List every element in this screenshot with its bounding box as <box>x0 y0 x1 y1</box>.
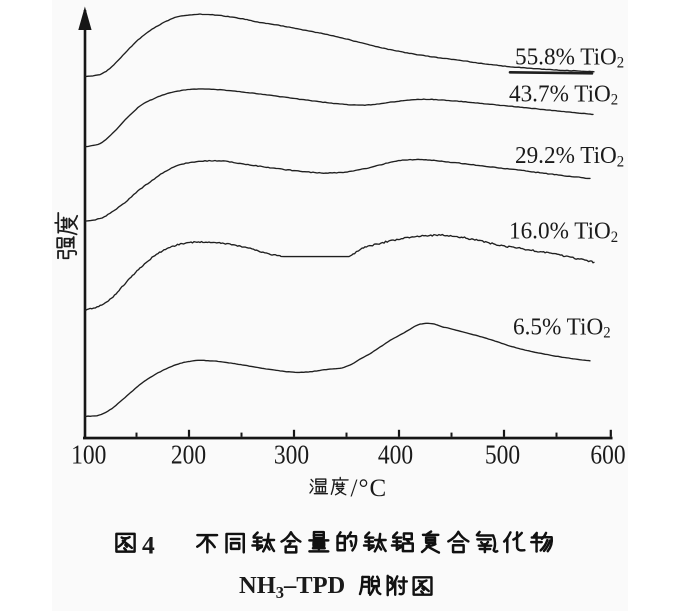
svg-text:/°C: /°C <box>351 475 388 502</box>
svg-text:29.2% TiO2: 29.2% TiO2 <box>515 143 624 171</box>
svg-text:200: 200 <box>171 439 206 470</box>
svg-text:6.5% TiO2: 6.5% TiO2 <box>513 314 611 342</box>
svg-text:4: 4 <box>142 531 155 560</box>
svg-text:500: 500 <box>485 439 520 470</box>
svg-text:43.7% TiO2: 43.7% TiO2 <box>509 81 618 109</box>
svg-text:NH3–TPD: NH3–TPD <box>239 572 345 602</box>
svg-text:300: 300 <box>274 439 309 470</box>
svg-text:600: 600 <box>590 439 625 470</box>
svg-text:16.0% TiO2: 16.0% TiO2 <box>509 218 618 246</box>
svg-text:100: 100 <box>71 439 106 470</box>
svg-text:55.8% TiO2: 55.8% TiO2 <box>515 44 624 72</box>
svg-text:400: 400 <box>378 439 413 470</box>
